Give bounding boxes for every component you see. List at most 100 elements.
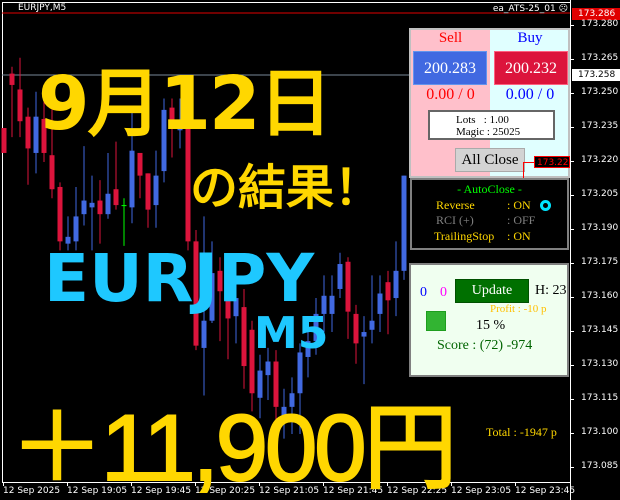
candle — [241, 288, 247, 389]
buy-label: Buy — [517, 30, 543, 46]
candle — [217, 257, 223, 342]
candle-body — [105, 193, 111, 215]
candle-body — [393, 270, 399, 299]
chart-symbol: EURJPY,M5 — [18, 3, 67, 13]
candle-body — [361, 332, 367, 337]
candle — [153, 150, 159, 228]
candle-body — [9, 73, 15, 85]
time-tick: 12 Sep 21:45 — [323, 482, 384, 496]
percent-value: 15 % — [476, 318, 506, 333]
line-price-label: 173.220 — [534, 156, 570, 168]
candle-body — [241, 307, 247, 367]
reverse-value[interactable]: : ON — [507, 198, 531, 212]
profit-headline: ＋11,900円 — [9, 394, 459, 500]
candle-body — [385, 282, 391, 301]
candle — [17, 57, 23, 138]
candle — [41, 91, 47, 163]
candle — [113, 141, 119, 210]
candle-body — [73, 216, 79, 242]
candle-body — [89, 202, 95, 208]
candle-body — [297, 352, 303, 394]
sell-label: Sell — [438, 30, 463, 46]
candle-body — [177, 125, 183, 131]
score-value: Score : (72) -974 — [437, 338, 533, 353]
candle — [9, 66, 15, 138]
candle-body — [185, 125, 191, 242]
candle — [345, 257, 351, 339]
candle — [81, 146, 87, 226]
candle — [185, 125, 191, 251]
candle-body — [169, 107, 175, 129]
candle-body — [193, 241, 199, 346]
price-axis[interactable]: 173.286 173.258 173.280 173.265 173.250 173… — [569, 0, 620, 500]
price-tick: 173.115 — [569, 393, 619, 404]
candle-body — [305, 341, 311, 357]
candle-body — [65, 236, 71, 244]
candle-body — [313, 313, 319, 342]
lots-value: Lots : 1.00 — [456, 114, 509, 126]
candle — [273, 350, 279, 435]
all-close-button[interactable]: All Close — [455, 148, 525, 172]
price-tick: 173.145 — [569, 325, 619, 336]
candlestick-chart — [1, 12, 570, 439]
profit-value: Profit : -10 p — [490, 303, 547, 315]
candle-body — [41, 118, 47, 153]
candle-body — [1, 128, 7, 153]
candle-body — [201, 320, 207, 348]
candle — [201, 216, 207, 396]
time-tick: 12 Sep 19:45 — [131, 482, 192, 496]
trailing-value[interactable]: : ON — [507, 229, 531, 243]
candle — [321, 275, 327, 333]
price-tick: 173.160 — [569, 291, 619, 302]
candle — [121, 198, 127, 246]
candle — [329, 275, 335, 333]
pair-headline: EURJPY — [44, 240, 315, 317]
candle-body — [209, 273, 215, 321]
candle-body — [273, 361, 279, 407]
time-tick: 12 Sep 2025 — [3, 482, 61, 496]
candle — [129, 107, 135, 224]
price-tick: 173.190 — [569, 223, 619, 234]
candle — [393, 241, 399, 317]
sell-button[interactable]: 200.283 — [413, 51, 487, 85]
candle — [105, 152, 111, 219]
sell-position: 0.00 / 0 — [426, 86, 475, 103]
candle — [385, 270, 391, 335]
candle-body — [401, 175, 407, 271]
price-tick: 173.235 — [569, 121, 619, 131]
price-tick: 173.265 — [569, 53, 619, 63]
candle — [361, 316, 367, 385]
candle-body — [161, 109, 167, 172]
candle — [401, 175, 407, 280]
rci-value[interactable]: : OFF — [507, 213, 536, 227]
candle — [337, 252, 343, 299]
candle — [177, 98, 183, 149]
price-tick: 173.250 — [569, 87, 619, 97]
candle-body — [113, 189, 119, 206]
candle-body — [25, 116, 31, 149]
buy-button[interactable]: 200.232 — [494, 51, 568, 85]
candle — [145, 173, 151, 228]
candle-body — [217, 270, 223, 292]
chart-area[interactable] — [2, 2, 570, 483]
buy-position: 0.00 / 0 — [505, 86, 555, 103]
rci-label: RCI (+) — [436, 213, 474, 227]
candle-body — [337, 264, 343, 289]
price-tick: 173.130 — [569, 359, 619, 370]
time-tick: 12 Sep 21:05 — [259, 482, 320, 496]
candle-body — [369, 320, 375, 330]
candle-body — [345, 261, 351, 312]
update-button[interactable]: Update — [455, 279, 529, 303]
ea-name: ea_ATS-25_01 ☹ — [492, 4, 568, 14]
candle — [33, 91, 39, 174]
timeframe-headline: M5 — [254, 308, 329, 359]
candle-body — [137, 152, 143, 176]
price-label-connector — [523, 162, 534, 182]
candle — [161, 98, 167, 183]
time-tick: 12 Sep 23:45 — [515, 482, 576, 496]
candle — [281, 388, 287, 439]
candle-body — [225, 298, 231, 319]
candle-body — [329, 295, 335, 314]
candle-body — [265, 361, 271, 376]
